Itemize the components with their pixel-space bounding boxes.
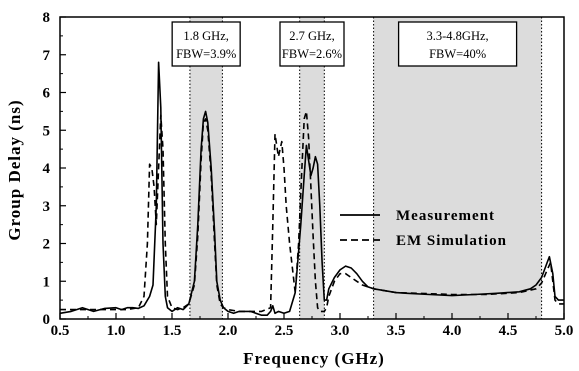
passband-region-3: [373, 17, 542, 319]
axis-ticks: 0.5 1.0 1.5 2.0 2.5 3.0 3.5 4.0 4.5 5.0 0 1 2 3 4 5 6 7 8: [43, 10, 574, 339]
x-tick-label: 5.0: [555, 323, 574, 339]
annotations: 1.8 GHz, FBW=3.9% 2.7 GHz, FBW=2.6% 3.3-4.8G…: [171, 21, 518, 67]
legend-label-em-simulation: EM Simulation: [396, 233, 507, 249]
y-tick-label: 7: [43, 48, 51, 64]
x-tick-label: 2.0: [219, 323, 238, 339]
passband-annotation-box-1: [171, 21, 241, 67]
y-tick-label: 4: [43, 161, 51, 177]
passband-annotation-line1: 2.7 GHz,: [289, 29, 334, 43]
passband-annotation-line1: 3.3-4.8GHz,: [427, 29, 489, 43]
y-tick-label: 1: [43, 274, 51, 290]
x-axis-label: Frequency (GHz): [243, 349, 385, 368]
y-tick-label: 2: [43, 237, 51, 253]
y-tick-label: 8: [43, 10, 51, 26]
x-tick-label: 3.0: [331, 323, 350, 339]
passband-region-2: [299, 17, 325, 319]
series-layer: [59, 61, 564, 317]
y-tick-label: 6: [43, 86, 51, 102]
x-tick-label: 4.5: [499, 323, 518, 339]
x-tick-label: 1.0: [107, 323, 126, 339]
x-tick-label: 4.0: [443, 323, 462, 339]
passband-annotation-line1: 1.8 GHz,: [183, 29, 228, 43]
y-tick-label: 5: [43, 123, 51, 139]
y-axis-label: Group Delay (ns): [5, 99, 24, 240]
passband-annotation-line2: FBW=40%: [429, 47, 486, 61]
passband-annotation-box-2: [279, 21, 345, 67]
x-tick-label: 0.5: [51, 323, 70, 339]
passband-annotation-line2: FBW=2.6%: [282, 47, 342, 61]
legend: Measurement EM Simulation: [340, 208, 507, 249]
x-tick-label: 1.5: [163, 323, 182, 339]
legend-label-measurement: Measurement: [396, 208, 495, 224]
y-tick-label: 0: [43, 312, 51, 328]
passband-regions: [189, 17, 543, 319]
passband-annotation-line2: FBW=3.9%: [176, 47, 236, 61]
y-tick-label: 3: [43, 199, 51, 215]
series-line-em-simulation: [60, 110, 564, 313]
x-tick-label: 3.5: [387, 323, 406, 339]
x-tick-label: 2.5: [275, 323, 294, 339]
passband-annotation-box-3: [397, 21, 518, 67]
